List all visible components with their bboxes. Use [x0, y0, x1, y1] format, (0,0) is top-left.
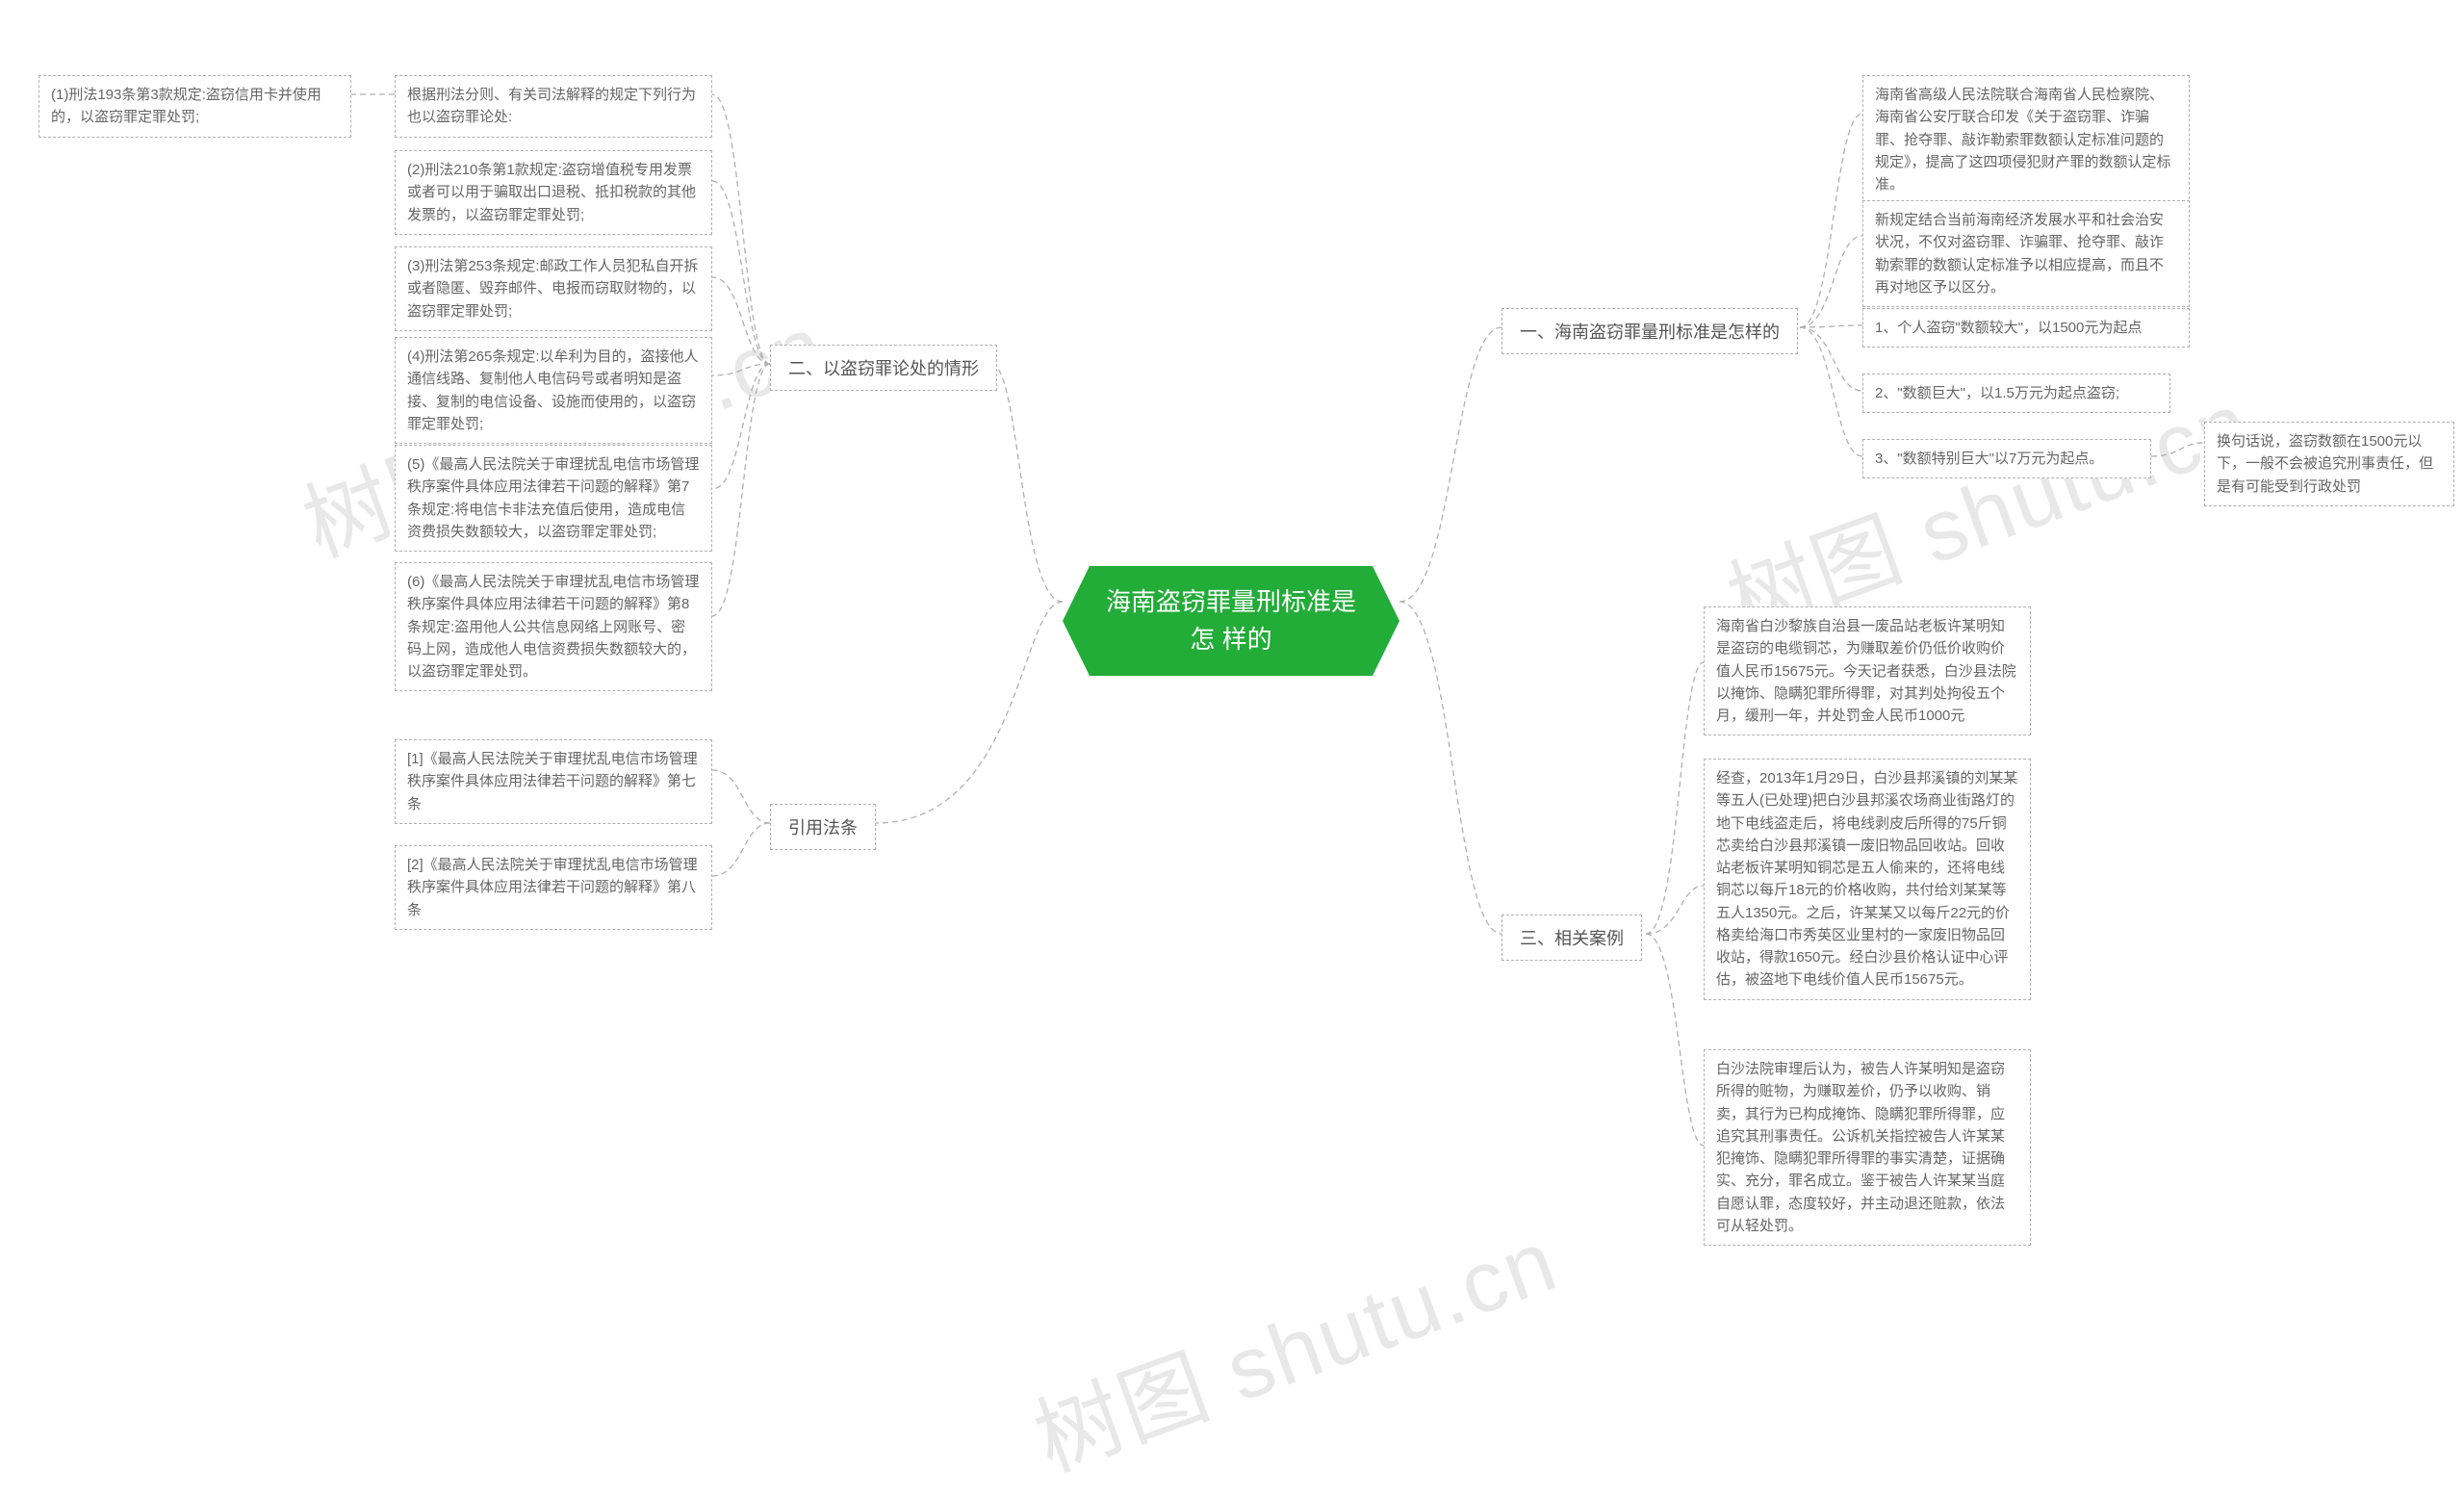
- branch-4: 引用法条: [770, 804, 876, 850]
- leaf-b1-3: 2、"数额巨大"，以1.5万元为起点盗窃;: [1862, 374, 2170, 413]
- leaf-b4-0: [1]《最高人民法院关于审理扰乱电信市场管理秩序案件具体应用法律若干问题的解释》…: [395, 739, 712, 824]
- branch-1: 一、海南盗窃罪量刑标准是怎样的: [1502, 308, 1798, 354]
- leaf-b2-2: (4)刑法第265条规定:以牟利为目的，盗接他人通信线路、复制他人电信码号或者明…: [395, 337, 712, 444]
- leaf-b3-1: 经查，2013年1月29日，白沙县邦溪镇的刘某某等五人(已处理)把白沙县邦溪农场…: [1704, 759, 2031, 1000]
- leaf-b2-intro: 根据刑法分则、有关司法解释的规定下列行为也以盗窃罪论处:: [395, 75, 712, 138]
- leaf-b3-2: 白沙法院审理后认为，被告人许某明知是盗窃所得的赃物，为赚取差价，仍予以收购、销卖…: [1704, 1049, 2031, 1246]
- leaf-b2-4: (6)《最高人民法院关于审理扰乱电信市场管理秩序案件具体应用法律若干问题的解释》…: [395, 562, 712, 691]
- branch-2: 二、以盗窃罪论处的情形: [770, 345, 997, 391]
- leaf-b2-3: (5)《最高人民法院关于审理扰乱电信市场管理秩序案件具体应用法律若干问题的解释》…: [395, 445, 712, 552]
- leaf-b2-0: (2)刑法210条第1款规定:盗窃增值税专用发票或者可以用于骗取出口退税、抵扣税…: [395, 150, 712, 235]
- leaf-b1-sub: 换句话说，盗窃数额在1500元以下，一般不会被追究刑事责任，但是有可能受到行政处…: [2204, 422, 2454, 506]
- leaf-b1-4: 3、"数额特别巨大"以7万元为起点。: [1862, 439, 2151, 478]
- leaf-b1-2: 1、个人盗窃"数额较大"，以1500元为起点: [1862, 308, 2190, 348]
- mindmap-center: 海南盗窃罪量刑标准是怎 样的: [1063, 566, 1399, 676]
- leaf-b1-0: 海南省高级人民法院联合海南省人民检察院、海南省公安厅联合印发《关于盗窃罪、诈骗罪…: [1862, 75, 2190, 204]
- branch-3: 三、相关案例: [1502, 915, 1642, 961]
- leaf-b2-1: (3)刑法第253条规定:邮政工作人员犯私自开拆或者隐匿、毁弃邮件、电报而窃取财…: [395, 246, 712, 331]
- leaf-b1-1: 新规定结合当前海南经济发展水平和社会治安状况，不仅对盗窃罪、诈骗罪、抢夺罪、敲诈…: [1862, 200, 2190, 307]
- watermark: 树图 shutu.cn: [1015, 1191, 1571, 1495]
- leaf-b4-1: [2]《最高人民法院关于审理扰乱电信市场管理秩序案件具体应用法律若干问题的解释》…: [395, 845, 712, 930]
- leaf-b3-0: 海南省白沙黎族自治县一废品站老板许某明知是盗窃的电缆铜芯，为赚取差价仍低价收购价…: [1704, 606, 2031, 735]
- center-text: 海南盗窃罪量刑标准是怎 样的: [1106, 587, 1356, 654]
- leaf-b2-intro-sub: (1)刑法193条第3款规定:盗窃信用卡并使用的，以盗窃罪定罪处罚;: [38, 75, 351, 138]
